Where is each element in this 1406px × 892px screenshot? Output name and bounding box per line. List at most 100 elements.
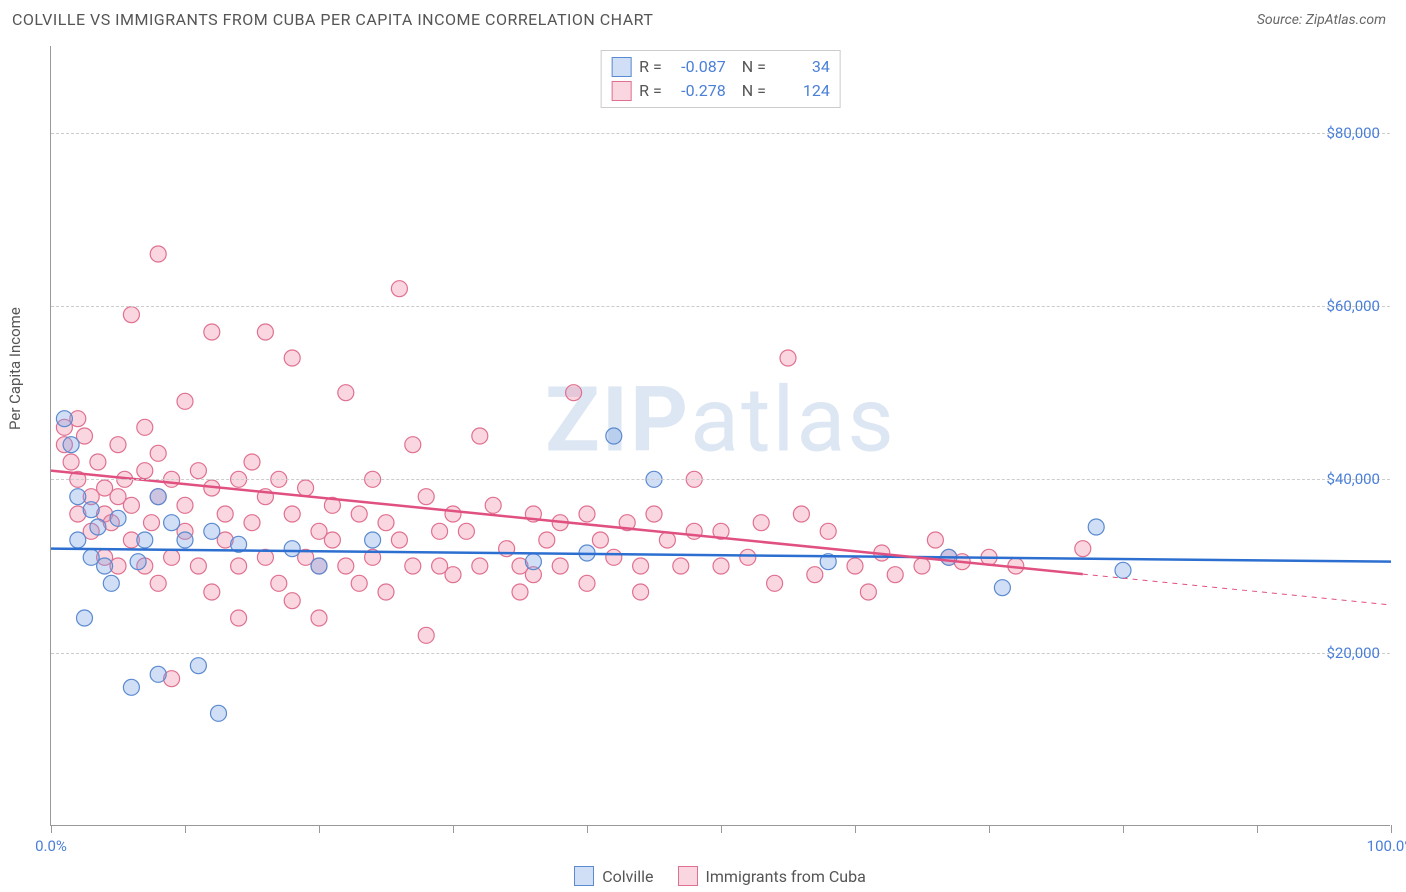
data-point <box>539 532 555 548</box>
data-point <box>130 554 146 570</box>
data-point <box>579 506 595 522</box>
data-point <box>190 658 206 674</box>
data-point <box>646 506 662 522</box>
data-point <box>231 558 247 574</box>
data-point <box>123 307 139 323</box>
data-point <box>284 593 300 609</box>
source-label: Source: ZipAtlas.com <box>1257 12 1386 28</box>
x-tick <box>185 825 186 833</box>
x-tick <box>587 825 588 833</box>
data-point <box>552 558 568 574</box>
data-point <box>231 610 247 626</box>
data-point <box>633 584 649 600</box>
data-point <box>525 554 541 570</box>
data-point <box>780 350 796 366</box>
data-point <box>378 584 394 600</box>
x-tick <box>1123 825 1124 833</box>
chart-plot-area: ZIPatlas R = -0.087 N = 34 R = -0.278 N … <box>50 46 1390 826</box>
y-tick-label: $60,000 <box>1326 297 1380 315</box>
r-value-1: -0.087 <box>670 55 726 79</box>
data-point <box>211 705 227 721</box>
data-point <box>63 454 79 470</box>
data-point <box>767 575 783 591</box>
n-value-1: 34 <box>774 55 830 79</box>
data-point <box>284 506 300 522</box>
data-point <box>365 532 381 548</box>
data-point <box>164 515 180 531</box>
r-value-2: -0.278 <box>670 79 726 103</box>
data-point <box>177 497 193 513</box>
data-point <box>351 575 367 591</box>
data-point <box>713 558 729 574</box>
x-tick <box>1257 825 1258 833</box>
data-point <box>90 519 106 535</box>
data-point <box>472 428 488 444</box>
stats-row-2: R = -0.278 N = 124 <box>611 79 830 103</box>
data-point <box>351 506 367 522</box>
data-point <box>579 575 595 591</box>
data-point <box>123 679 139 695</box>
data-point <box>284 350 300 366</box>
data-point <box>150 445 166 461</box>
data-point <box>123 497 139 513</box>
gridline <box>51 306 1390 307</box>
data-point <box>110 437 126 453</box>
swatch-series-1 <box>611 57 631 77</box>
bottom-legend: Colville Immigrants from Cuba <box>50 866 1390 886</box>
data-point <box>257 324 273 340</box>
data-point <box>90 454 106 470</box>
data-point <box>914 558 930 574</box>
data-point <box>190 463 206 479</box>
data-point <box>887 567 903 583</box>
data-point <box>472 558 488 574</box>
data-point <box>391 532 407 548</box>
data-point <box>103 575 119 591</box>
data-point <box>56 411 72 427</box>
data-point <box>311 610 327 626</box>
data-point <box>592 532 608 548</box>
data-point <box>63 437 79 453</box>
data-point <box>150 666 166 682</box>
data-point <box>284 541 300 557</box>
x-tick <box>989 825 990 833</box>
data-point <box>1088 519 1104 535</box>
data-point <box>807 567 823 583</box>
n-value-2: 124 <box>774 79 830 103</box>
data-point <box>217 506 233 522</box>
stats-legend: R = -0.087 N = 34 R = -0.278 N = 124 <box>600 50 841 108</box>
data-point <box>177 393 193 409</box>
data-point <box>740 549 756 565</box>
data-point <box>458 523 474 539</box>
data-point <box>338 385 354 401</box>
data-point <box>1115 562 1131 578</box>
x-tick <box>51 825 52 833</box>
data-point <box>177 532 193 548</box>
swatch-series-2 <box>611 81 631 101</box>
data-point <box>324 532 340 548</box>
data-point <box>137 419 153 435</box>
data-point <box>1075 541 1091 557</box>
data-point <box>418 627 434 643</box>
data-point <box>994 580 1010 596</box>
data-point <box>512 584 528 600</box>
data-point <box>659 532 675 548</box>
data-point <box>204 523 220 539</box>
y-tick-label: $20,000 <box>1326 644 1380 662</box>
data-point <box>633 558 649 574</box>
trend-line-extrapolated <box>1083 574 1391 605</box>
data-point <box>391 281 407 297</box>
data-point <box>137 532 153 548</box>
data-point <box>418 489 434 505</box>
data-point <box>77 610 93 626</box>
legend-label-1: Colville <box>602 867 653 886</box>
data-point <box>164 549 180 565</box>
x-tick <box>721 825 722 833</box>
y-tick-label: $80,000 <box>1326 124 1380 142</box>
data-point <box>97 558 113 574</box>
data-point <box>566 385 582 401</box>
data-point <box>338 558 354 574</box>
data-point <box>445 506 461 522</box>
data-point <box>445 567 461 583</box>
data-point <box>150 246 166 262</box>
data-point <box>927 532 943 548</box>
